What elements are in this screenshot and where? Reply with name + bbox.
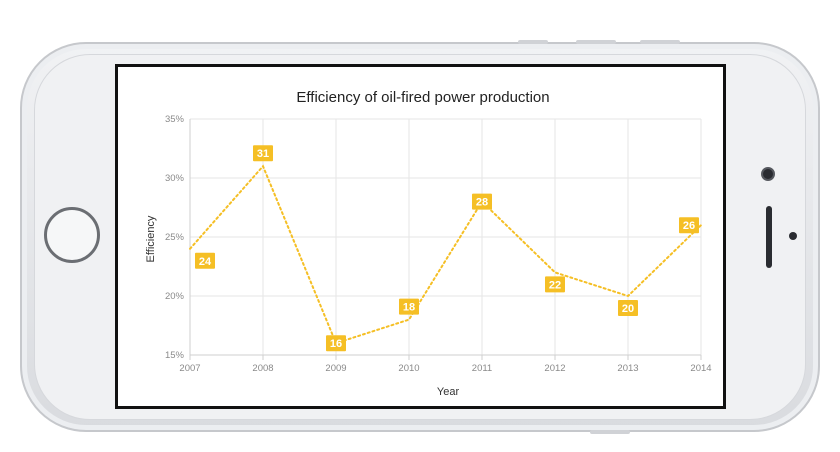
data-label-box [399,298,419,315]
data-label-box [472,193,492,210]
data-label: 20 [618,300,638,316]
data-label: 28 [472,193,492,210]
data-label: 26 [679,217,699,234]
phone-screen: Efficiency of oil-fired power production… [115,64,726,409]
line-chart: Efficiency of oil-fired power production… [145,89,712,398]
data-label-box [679,217,699,234]
y-tick-label: 30% [165,173,185,184]
data-label-text: 28 [476,197,488,209]
phone-side-button-top-3 [640,40,680,44]
y-tick-label: 35% [165,114,185,125]
x-tick-label: 2010 [398,363,419,374]
chart-series: 24 31 16 18 28 22 20 26 [189,145,702,352]
data-label-text: 31 [257,148,269,160]
phone-side-button-top-2 [576,40,616,44]
proximity-sensor [789,232,797,240]
y-axis-label: Efficiency [145,215,157,262]
data-label-box [195,252,215,269]
x-tick-label: 2008 [252,363,273,374]
x-tick-label: 2012 [544,363,565,374]
data-label: 24 [195,252,215,269]
data-label-text: 20 [622,303,634,315]
speaker-grille [766,206,772,268]
data-label-text: 24 [199,256,212,268]
data-label: 22 [545,276,565,293]
series-line [189,164,702,345]
data-label: 31 [253,145,273,162]
x-tick-label: 2014 [690,363,711,374]
y-tick-label: 25% [165,232,185,243]
x-axis-label: Year [437,386,460,398]
x-tick-label: 2011 [472,363,492,374]
x-tick-label: 2007 [179,363,200,374]
data-label-text: 26 [683,220,695,232]
y-tick-label: 15% [165,350,185,361]
y-axis-ticks: 15% 20% 25% 30% 35% [165,114,185,361]
chart-title: Efficiency of oil-fired power production [296,89,549,106]
data-label-text: 16 [330,338,342,350]
data-label-text: 18 [403,302,415,314]
phone-side-button-bottom [590,430,630,434]
data-label-box [253,145,273,162]
y-tick-label: 20% [165,291,185,302]
x-tick-label: 2009 [325,363,346,374]
data-label: 16 [326,335,346,352]
data-label-box [326,335,346,352]
data-label-text: 22 [549,279,561,291]
front-camera [761,167,775,181]
x-tick-label: 2013 [617,363,638,374]
data-label: 18 [399,298,419,315]
phone-side-button-top [518,40,548,44]
chart-grid [189,118,702,356]
data-label-box [545,276,565,293]
home-button[interactable] [44,207,100,263]
x-axis-ticks: 2007 2008 2009 2010 2011 2012 2013 2014 [179,355,712,374]
data-label-box [618,300,638,316]
